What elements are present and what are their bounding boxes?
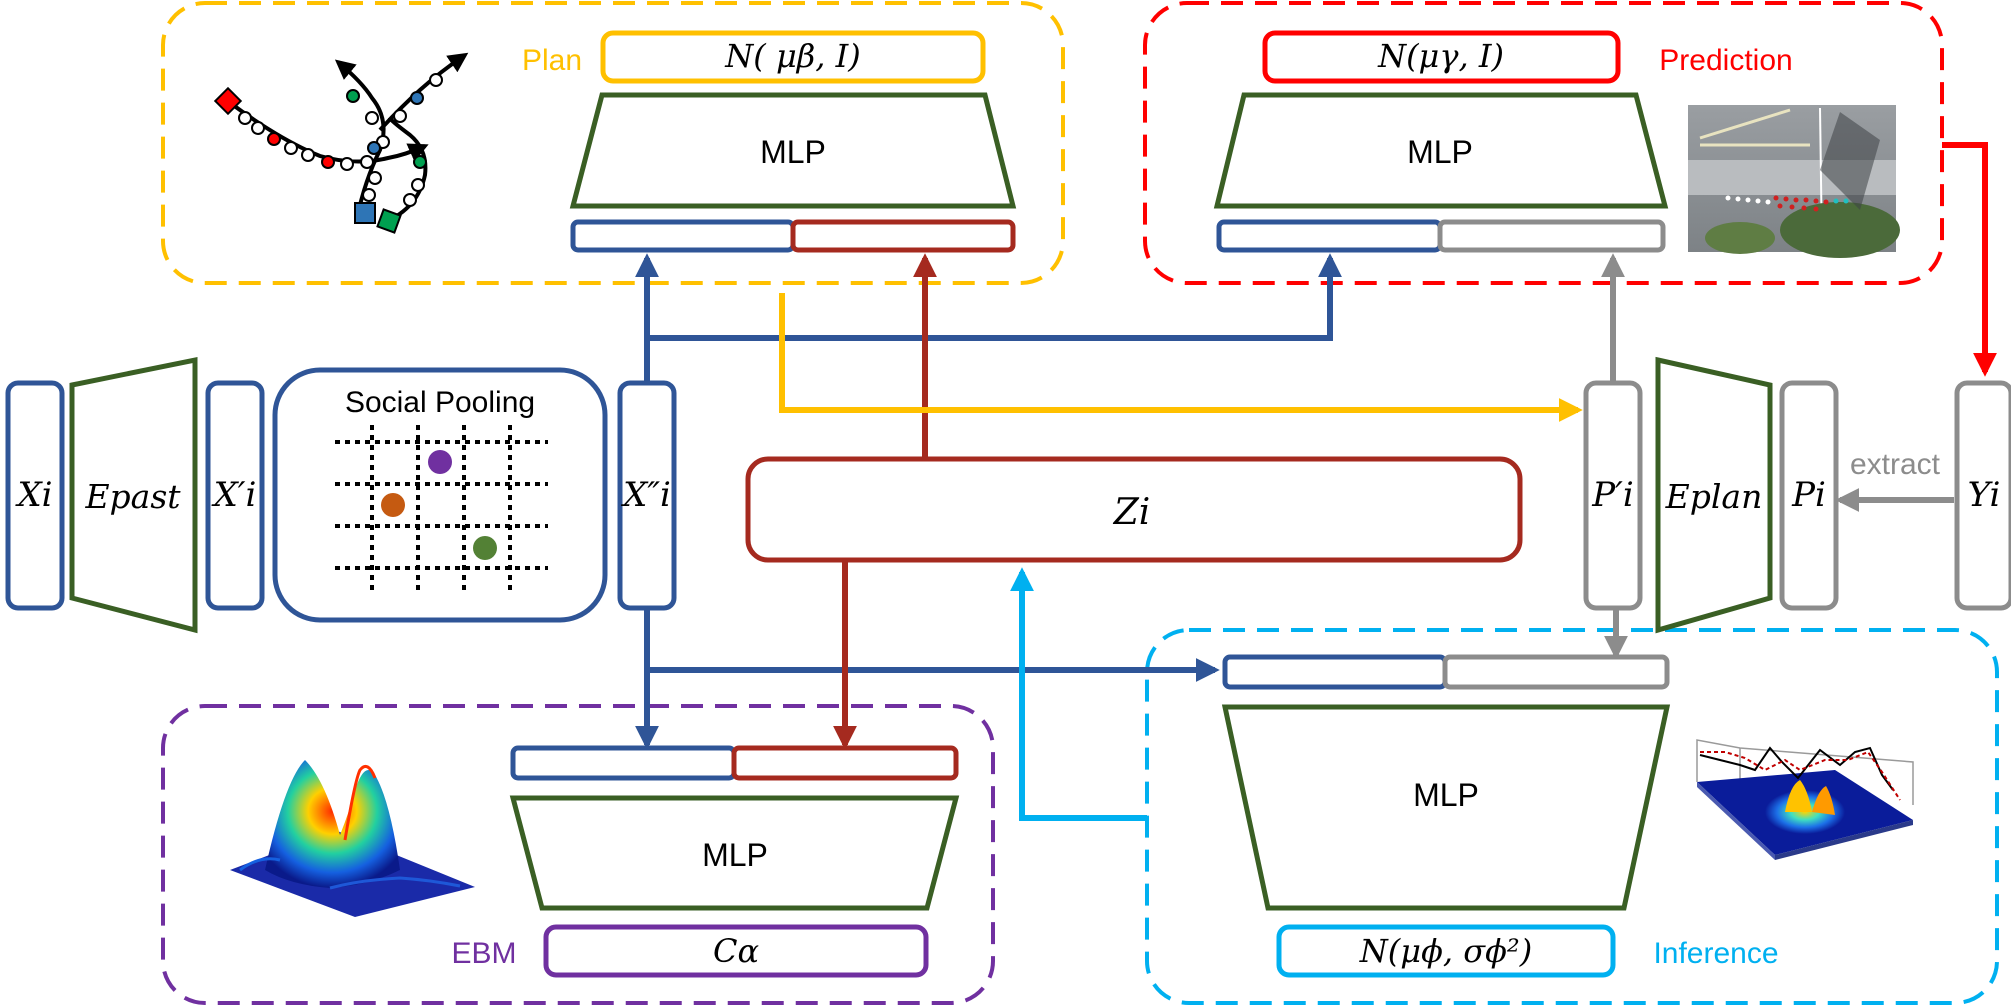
prediction-dist-label: N(μγ, I) [1377,37,1504,75]
prediction-dist-box [1262,30,1621,84]
p-i-label: Pi [1791,475,1826,515]
ebm-mlp [509,795,960,911]
red-connector [1942,142,1997,377]
x-i-dprime-label: X″i [620,475,671,515]
inference-label: Inference [1653,937,1778,970]
energy-surface-icon [230,760,475,917]
e-past-label: Epast [84,477,181,516]
yellow-connector [779,293,1583,422]
extract-label: extract [1850,448,1941,481]
social-pooling-title: Social Pooling [345,386,535,419]
plan-input-red [790,219,1016,253]
inference-dist-label: N(μϕ, σϕ²) [1359,932,1532,970]
p-i-prime-block [1583,380,1643,611]
z-i-label: Zi [1113,492,1151,533]
gray-connectors [1601,253,1954,660]
plan-dist-label: N( μβ, I) [724,37,860,75]
prediction-group-box [1143,1,1944,285]
prediction-mlp [1213,92,1669,209]
inference-mlp-label: MLP [1413,777,1479,813]
ebm-input-red [731,745,959,781]
e-plan-label: Eplan [1665,477,1763,516]
p-i-block [1779,380,1839,611]
plan-input-blue [570,219,796,253]
ebm-group-box [161,704,995,1005]
agent-dot-green [473,536,497,560]
inference-mlp [1221,704,1671,911]
ebm-input-blue [510,745,737,781]
z-i-block [745,456,1523,563]
blue-connectors [635,253,1342,750]
agent-dot-orange [381,493,405,517]
social-pooling-box [272,367,608,623]
aerial-photo-icon [1688,105,1900,258]
inference-input-gray [1442,654,1670,690]
plan-dist-box [600,30,986,84]
p-i-prime-label: P′i [1591,475,1633,515]
inference-dist-box [1276,924,1616,978]
darkred-connectors [833,253,937,750]
inference-input-blue [1222,654,1448,690]
ebm-label: EBM [451,937,516,970]
x-i-block [5,380,65,611]
x-i-prime-block [205,380,265,611]
plan-label: Plan [522,44,582,77]
plan-mlp-label: MLP [760,134,826,170]
pooling-grid-icon [335,425,548,595]
e-past-encoder [69,356,198,634]
density-plot-icon [1696,739,1914,860]
cyan-connector [1010,567,1147,821]
prediction-input-gray [1437,219,1666,253]
y-i-block [1954,380,2011,611]
plan-mlp [569,92,1017,209]
agent-dot-purple [428,450,452,474]
y-i-label: Yi [1968,475,2001,515]
prediction-input-blue [1216,219,1443,253]
x-i-dprime-block [617,380,677,611]
prediction-mlp-label: MLP [1407,134,1473,170]
x-i-prime-label: X′i [211,475,257,515]
trajectory-sketch-icon [213,52,469,234]
ebm-dist-label: Cα [713,932,759,970]
ebm-dist-box [543,924,929,978]
x-i-label: Xi [14,475,52,515]
prediction-label: Prediction [1659,44,1792,77]
plan-group-box [161,1,1065,285]
ebm-mlp-label: MLP [702,837,768,873]
e-plan-encoder [1655,356,1773,634]
